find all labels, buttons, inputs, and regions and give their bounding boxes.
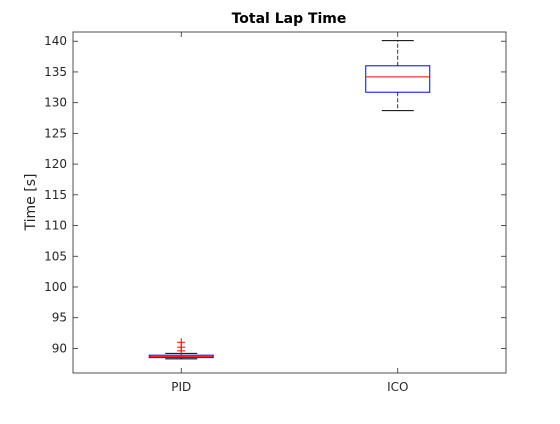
x-tick-label: ICO	[387, 380, 408, 394]
axes-frame	[72, 31, 507, 374]
chart-title: Total Lap Time	[232, 11, 347, 27]
y-tick-label: 90	[52, 341, 67, 355]
y-tick-label: 100	[44, 280, 67, 294]
y-tick-label: 140	[44, 34, 67, 48]
y-axis-label: Time [s]	[23, 174, 39, 232]
y-tick-label: 115	[44, 188, 67, 202]
plot-area: 90 95 100 105 110 115 120 125 130 135 140 PID ICO	[44, 31, 507, 394]
x-tick-label: PID	[171, 380, 191, 394]
y-tick-label: 95	[52, 311, 67, 325]
outlier-pid	[177, 338, 186, 347]
y-tick-label: 120	[44, 157, 67, 171]
y-tick-label: 135	[44, 65, 67, 79]
y-tick-label: 105	[44, 249, 67, 263]
y-tick-label: 130	[44, 96, 67, 110]
y-tick-label: 110	[44, 219, 67, 233]
box-ico	[365, 65, 431, 93]
y-tick-label: 125	[44, 126, 67, 140]
